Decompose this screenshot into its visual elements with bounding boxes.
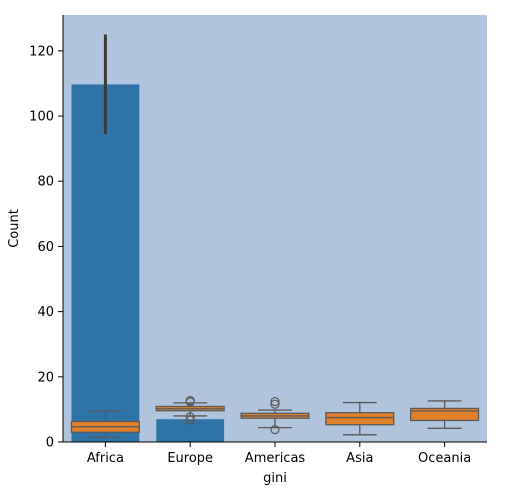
outlier-americas — [270, 425, 280, 435]
y-axis-label: Count — [7, 209, 22, 248]
x-tick-label-americas: Americas — [245, 451, 306, 466]
bars-layer — [71, 84, 225, 442]
outlier-americas — [270, 399, 280, 409]
boxplot-americas — [240, 396, 310, 435]
x-axis-label: gini — [263, 471, 287, 486]
boxplot-africa — [70, 410, 140, 438]
y-tick-label: 40 — [37, 305, 54, 320]
y-tick-label: 100 — [29, 110, 54, 125]
box-asia — [325, 412, 395, 426]
outlier-europe — [185, 397, 195, 407]
x-tick-label-europe: Europe — [167, 451, 213, 466]
y-tick-label: 0 — [46, 436, 54, 451]
y-tick-label: 120 — [29, 44, 54, 59]
x-axis-ticks: Africa Europe Americas Asia Oceania — [87, 442, 471, 466]
outlier-americas — [270, 396, 280, 407]
x-tick-label-oceania: Oceania — [418, 451, 471, 466]
boxplot-oceania — [410, 400, 480, 429]
box-oceania — [410, 407, 480, 422]
y-tick-label: 20 — [37, 370, 54, 385]
x-tick-label-asia: Asia — [346, 451, 373, 466]
y-axis-ticks: 0 20 40 60 80 100 120 — [29, 44, 63, 451]
outlier-europe — [185, 415, 195, 425]
x-tick-label-africa: Africa — [87, 451, 124, 466]
boxplots-layer — [70, 396, 480, 438]
bar-europe — [156, 419, 225, 442]
bar-africa — [71, 84, 140, 442]
boxplot-asia — [325, 401, 395, 436]
y-tick-label: 60 — [37, 240, 54, 255]
outlier-europe — [185, 412, 195, 422]
boxplot-europe — [155, 396, 225, 425]
y-tick-label: 80 — [37, 175, 54, 190]
